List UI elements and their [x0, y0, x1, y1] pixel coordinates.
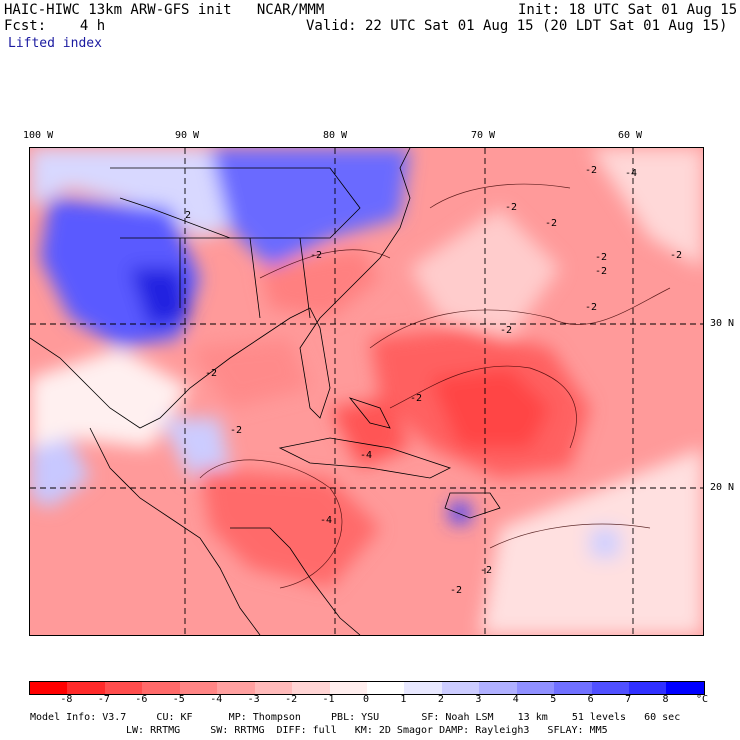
colorbar-tick-label: 7 [625, 694, 632, 705]
colorbar-tick-label: -7 [97, 694, 110, 705]
contour-label-group: 2 -2 -2 -2 -2 -2 -4 -2 -2 -2 -4 -2 -2 -2… [185, 165, 682, 596]
lat-label-20n: 20 N [710, 482, 735, 493]
colorbar-swatch [142, 682, 180, 694]
colorbar-swatch [441, 682, 480, 694]
colorbar-tick-label: 4 [512, 694, 519, 705]
graticule [30, 148, 703, 635]
model-info-line1: Model Info: V3.7 CU: KF MP: Thompson PBL… [30, 712, 681, 723]
contour-label: -2 [670, 250, 682, 261]
colorbar-swatch [254, 682, 293, 694]
colorbar-swatch [516, 682, 555, 694]
contour-lines [199, 183, 671, 589]
colorbar-swatch [554, 682, 592, 694]
lon-label-60w: 60 W [618, 130, 643, 141]
colorbar-tick-label: 5 [550, 694, 557, 705]
colorbar-tick-label: 6 [587, 694, 594, 705]
lon-label-90w: 90 W [175, 130, 200, 141]
colorbar-swatch [292, 682, 330, 694]
lon-label-100w: 100 W [23, 130, 54, 141]
contour-label: -2 [585, 165, 597, 176]
contour-label: -2 [230, 425, 242, 436]
colorbar-swatch [366, 682, 405, 694]
contour-label: -4 [360, 450, 372, 461]
contour-label: -4 [625, 168, 637, 179]
contour-label: -2 [505, 202, 517, 213]
model-info-line2: LW: RRTMG SW: RRTMG DIFF: full KM: 2D Sm… [126, 725, 608, 736]
colorbar-swatch [104, 682, 143, 694]
init-time: Init: 18 UTC Sat 01 Aug 15 [518, 2, 738, 18]
colorbar-swatch [329, 682, 367, 694]
colorbar-unit: °C [696, 694, 709, 705]
colorbar-swatch [591, 682, 629, 694]
colorbar-tick-label: 8 [662, 694, 669, 705]
colorbar-tick-label: 0 [362, 694, 370, 705]
lat-label-30n: 30 N [710, 318, 735, 329]
colorbar-swatch [179, 682, 218, 694]
colorbar-swatch [404, 682, 442, 694]
plot-title: HAIC-HIWC 13km ARW-GFS init NCAR/MMM [4, 2, 325, 18]
contour-label: -2 [450, 585, 462, 596]
colorbar-swatch [67, 682, 105, 694]
colorbar-tick-label: -2 [285, 694, 298, 705]
lon-label-80w: 80 W [323, 130, 348, 141]
colorbar-tick-label: -4 [210, 694, 223, 705]
colorbar-tick-label: 1 [400, 694, 407, 705]
contour-label: -4 [320, 515, 332, 526]
colorbar-swatch [666, 682, 704, 694]
colorbar-swatch [479, 682, 517, 694]
valid-time: Valid: 22 UTC Sat 01 Aug 15 (20 LDT Sat … [306, 18, 728, 34]
colorbar-tick-label: -5 [172, 694, 185, 705]
colorbar-swatch [30, 682, 68, 694]
colorbar [29, 681, 705, 695]
colorbar-swatch [629, 682, 667, 694]
contour-label: 2 [185, 210, 191, 221]
colorbar-swatch [217, 682, 255, 694]
contour-label: -2 [205, 368, 217, 379]
coastlines [30, 148, 501, 635]
contour-label: -2 [500, 325, 512, 336]
field-name: Lifted index [8, 36, 102, 51]
lon-label-70w: 70 W [471, 130, 496, 141]
colorbar-tick-label: -3 [247, 694, 260, 705]
colorbar-tick-label: 2 [437, 694, 444, 705]
colorbar-tick-label: 3 [475, 694, 482, 705]
contour-label: -2 [595, 252, 607, 263]
contour-label: -2 [410, 393, 422, 404]
lifted-index-map: 2 -2 -2 -2 -2 -2 -4 -2 -2 -2 -4 -2 -2 -2… [29, 147, 704, 636]
contour-label: -2 [480, 565, 492, 576]
colorbar-tick-label: -1 [322, 694, 335, 705]
contour-label: -2 [585, 302, 597, 313]
forecast-hour: Fcst: 4 h [4, 18, 106, 34]
colorbar-tick-label: -6 [135, 694, 148, 705]
contour-label: -2 [545, 218, 557, 229]
colorbar-tick-label: -8 [60, 694, 73, 705]
contour-label: -2 [310, 250, 322, 261]
contour-label: -2 [595, 266, 607, 277]
